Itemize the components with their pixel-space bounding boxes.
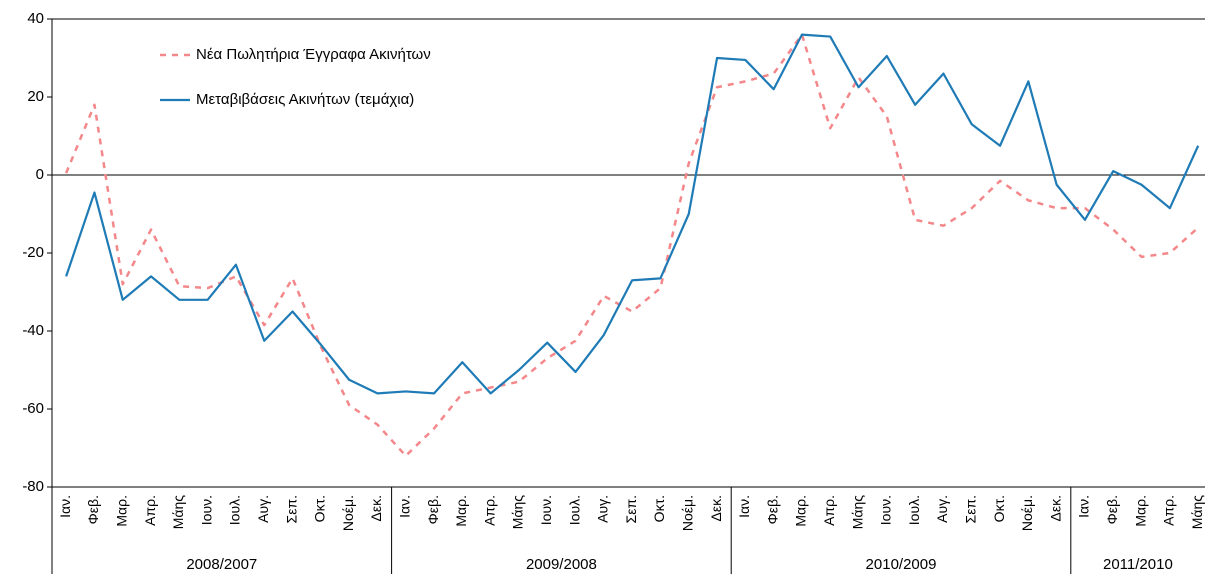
x-tick-label: Ιαν. [736, 495, 752, 518]
group-label: 2008/2007 [186, 556, 257, 573]
x-tick-label: Σεπ. [962, 495, 978, 523]
x-tick-label: Ιουλ. [227, 495, 243, 525]
x-tick-label: Μαρ. [453, 495, 469, 527]
legend-label: Νέα Πωλητήρια Έγγραφα Ακινήτων [196, 46, 431, 63]
x-tick-label: Οκτ. [991, 495, 1007, 522]
x-tick-label: Δεκ. [368, 495, 384, 521]
series-line [65, 33, 1200, 395]
y-tick-label: -20 [22, 244, 44, 261]
x-tick-label: Οκτ. [312, 495, 328, 522]
series-line [64, 33, 1199, 458]
x-tick-label: Ιαν. [57, 495, 73, 518]
x-tick-label: Αυγ. [255, 495, 271, 523]
x-tick-label: Απρ. [1161, 495, 1177, 526]
x-tick-label: Ιουλ. [566, 495, 582, 525]
x-tick-label: Δεκ. [708, 495, 724, 521]
x-tick-label: Μάης [170, 495, 186, 530]
x-tick-label: Σεπ. [283, 495, 299, 523]
x-tick-label: Ιουν. [878, 495, 894, 525]
x-tick-label: Μαρ. [113, 495, 129, 527]
x-tick-label: Νοέμ. [679, 495, 695, 531]
y-tick-label: 20 [27, 88, 44, 105]
x-tick-label: Μαρ. [793, 495, 809, 527]
legend-label: Μεταβιβάσεις Ακινήτων (τεμάχια) [196, 91, 414, 108]
x-tick-label: Σεπ. [623, 495, 639, 523]
x-tick-label: Ιουν. [538, 495, 554, 525]
x-tick-label: Οκτ. [651, 495, 667, 522]
x-tick-label: Αυγ. [595, 495, 611, 523]
y-tick-label: -60 [22, 400, 44, 417]
x-tick-label: Φεβ. [1104, 495, 1120, 524]
x-tick-label: Ιουλ. [906, 495, 922, 525]
x-tick-label: Απρ. [481, 495, 497, 526]
group-label: 2009/2008 [526, 556, 597, 573]
x-tick-label: Φεβ. [764, 495, 780, 524]
x-tick-label: Νοέμ. [340, 495, 356, 531]
y-tick-label: 0 [36, 166, 44, 183]
group-label: 2011/2010 [1103, 556, 1173, 573]
x-tick-label: Φεβ. [85, 495, 101, 524]
x-tick-label: Μάης [510, 495, 526, 530]
x-tick-label: Δεκ. [1047, 495, 1063, 521]
x-tick-label: Απρ. [142, 495, 158, 526]
x-tick-label: Νοέμ. [1019, 495, 1035, 531]
x-tick-label: Ιαν. [396, 495, 412, 518]
x-tick-label: Μαρ. [1132, 495, 1148, 527]
x-tick-label: Απρ. [821, 495, 837, 526]
y-tick-label: -80 [22, 478, 44, 495]
x-tick-label: Φεβ. [425, 495, 441, 524]
x-tick-label: Μάης [849, 495, 865, 530]
y-tick-label: 40 [27, 10, 44, 27]
y-tick-label: -40 [22, 322, 44, 339]
group-label: 2010/2009 [866, 556, 937, 573]
x-tick-label: Αυγ. [934, 495, 950, 523]
x-tick-label: Ιαν. [1076, 495, 1092, 518]
x-tick-label: Ιουν. [198, 495, 214, 525]
x-tick-label: Μάης [1189, 495, 1205, 530]
